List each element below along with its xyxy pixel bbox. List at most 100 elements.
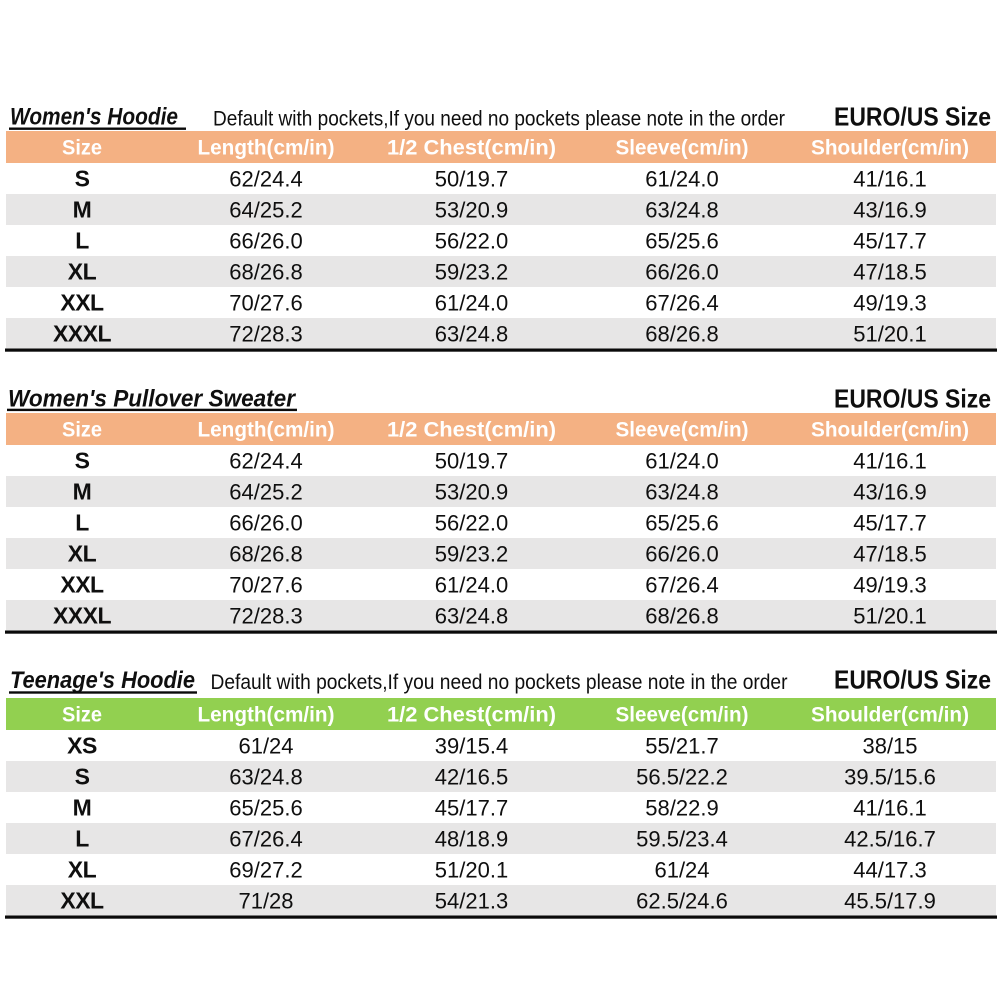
svg-text:59/23.2: 59/23.2 bbox=[435, 542, 508, 567]
svg-text:L: L bbox=[75, 510, 89, 536]
svg-text:68/26.8: 68/26.8 bbox=[645, 322, 718, 347]
svg-text:62/24.4: 62/24.4 bbox=[229, 449, 302, 474]
svg-text:66/26.0: 66/26.0 bbox=[229, 229, 302, 254]
svg-text:56.5/22.2: 56.5/22.2 bbox=[636, 765, 728, 790]
svg-text:66/26.0: 66/26.0 bbox=[229, 511, 302, 536]
svg-text:72/28.3: 72/28.3 bbox=[229, 604, 302, 629]
svg-text:XXXL: XXXL bbox=[53, 321, 112, 347]
svg-text:67/26.4: 67/26.4 bbox=[229, 827, 302, 852]
svg-text:53/20.9: 53/20.9 bbox=[435, 198, 508, 223]
svg-text:M: M bbox=[73, 197, 92, 223]
svg-text:XXXL: XXXL bbox=[53, 603, 112, 629]
svg-text:Sleeve(cm/in): Sleeve(cm/in) bbox=[616, 704, 749, 727]
svg-text:44/17.3: 44/17.3 bbox=[853, 858, 926, 883]
svg-text:51/20.1: 51/20.1 bbox=[435, 858, 508, 883]
svg-text:EURO/US Size: EURO/US Size bbox=[834, 384, 991, 414]
svg-text:S: S bbox=[75, 764, 90, 790]
svg-text:Shoulder(cm/in): Shoulder(cm/in) bbox=[811, 137, 969, 160]
svg-text:65/25.6: 65/25.6 bbox=[645, 229, 718, 254]
svg-text:Sleeve(cm/in): Sleeve(cm/in) bbox=[616, 419, 749, 442]
svg-text:49/19.3: 49/19.3 bbox=[853, 291, 926, 316]
svg-text:XL: XL bbox=[68, 259, 97, 285]
svg-text:59.5/23.4: 59.5/23.4 bbox=[636, 827, 728, 852]
svg-text:67/26.4: 67/26.4 bbox=[645, 573, 718, 598]
svg-text:Women's Pullover Sweater: Women's Pullover Sweater bbox=[8, 386, 297, 413]
svg-text:68/26.8: 68/26.8 bbox=[645, 604, 718, 629]
svg-text:50/19.7: 50/19.7 bbox=[435, 449, 508, 474]
svg-text:48/18.9: 48/18.9 bbox=[435, 827, 508, 852]
svg-text:XS: XS bbox=[67, 733, 97, 759]
svg-text:51/20.1: 51/20.1 bbox=[853, 322, 926, 347]
svg-text:Default with pockets,If you ne: Default with pockets,If you need no pock… bbox=[211, 671, 788, 694]
svg-text:64/25.2: 64/25.2 bbox=[229, 480, 302, 505]
svg-text:63/24.8: 63/24.8 bbox=[645, 198, 718, 223]
svg-text:EURO/US Size: EURO/US Size bbox=[834, 102, 991, 132]
svg-text:62/24.4: 62/24.4 bbox=[229, 167, 302, 192]
svg-text:XXL: XXL bbox=[60, 572, 104, 598]
svg-text:56/22.0: 56/22.0 bbox=[435, 511, 508, 536]
svg-text:L: L bbox=[75, 826, 89, 852]
svg-text:53/20.9: 53/20.9 bbox=[435, 480, 508, 505]
svg-text:M: M bbox=[73, 795, 92, 821]
svg-text:62.5/24.6: 62.5/24.6 bbox=[636, 889, 728, 914]
svg-text:42.5/16.7: 42.5/16.7 bbox=[844, 827, 936, 852]
svg-text:63/24.8: 63/24.8 bbox=[435, 604, 508, 629]
svg-text:61/24.0: 61/24.0 bbox=[435, 573, 508, 598]
svg-text:S: S bbox=[75, 166, 90, 192]
svg-text:51/20.1: 51/20.1 bbox=[853, 604, 926, 629]
svg-text:Teenage's Hoodie: Teenage's Hoodie bbox=[10, 667, 195, 694]
svg-text:67/26.4: 67/26.4 bbox=[645, 291, 718, 316]
svg-text:58/22.9: 58/22.9 bbox=[645, 796, 718, 821]
svg-text:43/16.9: 43/16.9 bbox=[853, 198, 926, 223]
svg-text:45.5/17.9: 45.5/17.9 bbox=[844, 889, 936, 914]
svg-text:Shoulder(cm/in): Shoulder(cm/in) bbox=[811, 419, 969, 442]
svg-text:45/17.7: 45/17.7 bbox=[853, 229, 926, 254]
svg-text:68/26.8: 68/26.8 bbox=[229, 542, 302, 567]
svg-text:Shoulder(cm/in): Shoulder(cm/in) bbox=[811, 704, 969, 727]
svg-text:61/24.0: 61/24.0 bbox=[645, 449, 718, 474]
svg-text:47/18.5: 47/18.5 bbox=[853, 542, 926, 567]
svg-text:66/26.0: 66/26.0 bbox=[645, 542, 718, 567]
svg-text:XL: XL bbox=[68, 857, 97, 883]
svg-text:39/15.4: 39/15.4 bbox=[435, 734, 508, 759]
svg-text:45/17.7: 45/17.7 bbox=[853, 511, 926, 536]
svg-text:41/16.1: 41/16.1 bbox=[853, 167, 926, 192]
svg-text:1/2 Chest(cm/in): 1/2 Chest(cm/in) bbox=[387, 419, 556, 442]
svg-text:64/25.2: 64/25.2 bbox=[229, 198, 302, 223]
svg-text:56/22.0: 56/22.0 bbox=[435, 229, 508, 254]
svg-text:45/17.7: 45/17.7 bbox=[435, 796, 508, 821]
svg-text:Length(cm/in): Length(cm/in) bbox=[198, 419, 335, 442]
svg-text:63/24.8: 63/24.8 bbox=[645, 480, 718, 505]
svg-text:41/16.1: 41/16.1 bbox=[853, 449, 926, 474]
svg-text:61/24.0: 61/24.0 bbox=[435, 291, 508, 316]
svg-text:XXL: XXL bbox=[60, 888, 104, 914]
svg-text:EURO/US Size: EURO/US Size bbox=[834, 665, 991, 695]
svg-text:61/24: 61/24 bbox=[654, 858, 709, 883]
svg-text:63/24.8: 63/24.8 bbox=[229, 765, 302, 790]
svg-text:70/27.6: 70/27.6 bbox=[229, 573, 302, 598]
svg-text:M: M bbox=[73, 479, 92, 505]
svg-text:61/24.0: 61/24.0 bbox=[645, 167, 718, 192]
svg-text:Size: Size bbox=[62, 704, 102, 727]
svg-text:Size: Size bbox=[62, 137, 102, 160]
svg-text:54/21.3: 54/21.3 bbox=[435, 889, 508, 914]
svg-text:XXL: XXL bbox=[60, 290, 104, 316]
svg-text:47/18.5: 47/18.5 bbox=[853, 260, 926, 285]
svg-text:63/24.8: 63/24.8 bbox=[435, 322, 508, 347]
svg-text:42/16.5: 42/16.5 bbox=[435, 765, 508, 790]
svg-text:S: S bbox=[75, 448, 90, 474]
svg-text:68/26.8: 68/26.8 bbox=[229, 260, 302, 285]
svg-text:61/24: 61/24 bbox=[238, 734, 293, 759]
svg-text:Sleeve(cm/in): Sleeve(cm/in) bbox=[616, 137, 749, 160]
svg-text:55/21.7: 55/21.7 bbox=[645, 734, 718, 759]
svg-text:1/2 Chest(cm/in): 1/2 Chest(cm/in) bbox=[387, 704, 556, 727]
svg-text:Default with pockets,If you ne: Default with pockets,If you need no pock… bbox=[213, 108, 785, 131]
svg-text:65/25.6: 65/25.6 bbox=[229, 796, 302, 821]
svg-text:Length(cm/in): Length(cm/in) bbox=[198, 704, 335, 727]
svg-text:43/16.9: 43/16.9 bbox=[853, 480, 926, 505]
svg-text:59/23.2: 59/23.2 bbox=[435, 260, 508, 285]
svg-text:69/27.2: 69/27.2 bbox=[229, 858, 302, 883]
svg-text:38/15: 38/15 bbox=[862, 734, 917, 759]
svg-text:1/2 Chest(cm/in): 1/2 Chest(cm/in) bbox=[387, 137, 556, 160]
svg-text:XL: XL bbox=[68, 541, 97, 567]
